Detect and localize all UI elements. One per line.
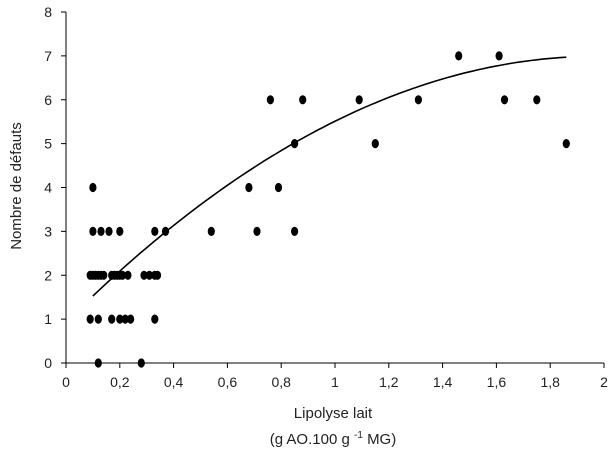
data-points bbox=[86, 51, 570, 368]
data-point bbox=[245, 182, 253, 193]
data-point bbox=[105, 226, 113, 236]
x-axis-label-line2-prefix: (g AO.100 g bbox=[270, 431, 350, 448]
data-point bbox=[121, 314, 129, 324]
data-point bbox=[299, 95, 307, 105]
data-point bbox=[89, 226, 97, 236]
data-point bbox=[291, 226, 299, 236]
data-point bbox=[495, 51, 503, 61]
y-tick-label: 5 bbox=[44, 136, 52, 152]
data-point bbox=[97, 226, 105, 236]
data-point bbox=[151, 314, 159, 324]
data-point bbox=[100, 270, 108, 280]
x-tick-label: 1,2 bbox=[379, 374, 399, 390]
y-tick-label: 6 bbox=[44, 92, 52, 108]
data-point bbox=[266, 95, 274, 105]
x-tick-label: 0,4 bbox=[164, 374, 184, 390]
data-point bbox=[371, 139, 379, 149]
data-point bbox=[89, 182, 97, 193]
trendline bbox=[92, 56, 567, 297]
data-point bbox=[153, 270, 162, 280]
y-tick-label: 3 bbox=[44, 223, 52, 239]
data-point bbox=[533, 95, 541, 105]
data-point bbox=[108, 314, 116, 324]
data-point bbox=[161, 226, 170, 236]
y-axis-label: Nombre de défauts bbox=[8, 122, 25, 250]
data-point bbox=[414, 95, 422, 105]
x-axis-label: Lipolyse lait bbox=[294, 405, 373, 422]
data-point bbox=[116, 314, 124, 324]
data-point bbox=[500, 95, 509, 105]
data-point bbox=[94, 358, 102, 368]
x-tick-label: 2 bbox=[600, 374, 608, 390]
y-tick-label: 2 bbox=[44, 267, 52, 283]
data-point bbox=[291, 139, 299, 149]
x-tick-label: 1,6 bbox=[487, 374, 507, 390]
data-point bbox=[207, 226, 215, 236]
data-point bbox=[562, 139, 570, 149]
data-point bbox=[137, 358, 145, 368]
data-point bbox=[455, 51, 463, 61]
x-tick-label: 0,2 bbox=[110, 374, 130, 390]
y-tick-label: 1 bbox=[44, 311, 52, 327]
y-axis-ticks: 0 1 2 3 4 5 6 7 8 bbox=[44, 4, 66, 371]
x-axis-ticks: 0 0,2 0,4 0,6 0,8 1 1,2 1,4 1,6 1,8 2 bbox=[62, 363, 608, 390]
x-tick-label: 1,4 bbox=[433, 374, 453, 390]
y-tick-label: 7 bbox=[44, 48, 52, 64]
x-tick-label: 0,8 bbox=[271, 374, 291, 390]
data-point bbox=[151, 226, 159, 236]
data-point bbox=[124, 270, 132, 280]
data-point bbox=[145, 270, 153, 280]
x-tick-label: 0 bbox=[62, 374, 70, 390]
x-axis-label-line2-suffix: MG) bbox=[367, 431, 396, 448]
y-tick-label: 4 bbox=[44, 180, 52, 196]
x-tick-label: 1,8 bbox=[540, 374, 560, 390]
data-point bbox=[116, 226, 124, 236]
y-tick-label: 8 bbox=[44, 4, 52, 20]
data-point bbox=[127, 314, 135, 324]
data-point bbox=[140, 270, 148, 280]
x-axis-label-line2-superscript: -1 bbox=[354, 430, 363, 441]
x-tick-label: 1 bbox=[331, 374, 339, 390]
x-axis-label-line2: (g AO.100 g -1 MG) bbox=[270, 425, 396, 448]
y-tick-label: 0 bbox=[44, 355, 52, 371]
data-point bbox=[118, 270, 127, 280]
x-tick-label: 0,6 bbox=[218, 374, 238, 390]
data-point bbox=[86, 314, 94, 324]
data-point bbox=[253, 226, 261, 236]
data-point bbox=[94, 314, 102, 324]
data-point bbox=[274, 182, 283, 193]
data-point bbox=[355, 95, 363, 105]
axes bbox=[65, 12, 604, 364]
